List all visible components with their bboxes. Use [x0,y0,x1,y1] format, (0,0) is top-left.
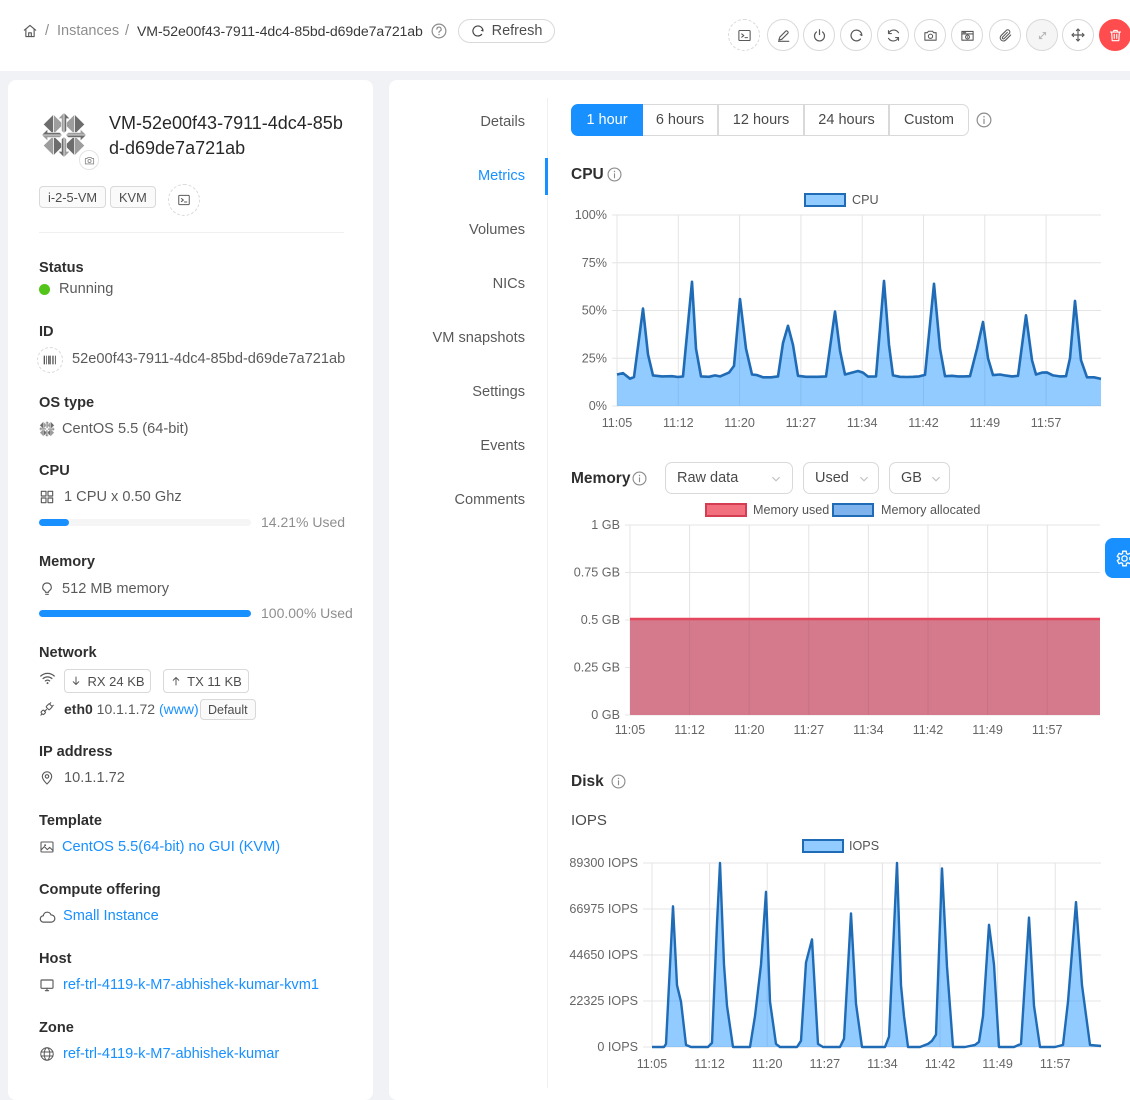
svg-text:11:57: 11:57 [1040,1057,1071,1071]
svg-text:11:12: 11:12 [674,723,705,737]
svg-text:66975 IOPS: 66975 IOPS [569,902,638,916]
svg-text:11:27: 11:27 [794,723,825,737]
svg-text:11:05: 11:05 [637,1057,668,1071]
svg-text:11:42: 11:42 [908,416,939,430]
svg-text:50%: 50% [582,304,607,318]
svg-text:11:34: 11:34 [867,1057,898,1071]
svg-text:0 GB: 0 GB [591,708,620,722]
svg-text:0.25 GB: 0.25 GB [574,661,620,675]
svg-text:11:34: 11:34 [847,416,878,430]
svg-text:11:57: 11:57 [1031,416,1062,430]
svg-text:0%: 0% [589,399,607,413]
svg-text:1 GB: 1 GB [591,518,620,532]
svg-text:11:20: 11:20 [752,1057,783,1071]
svg-text:11:42: 11:42 [925,1057,956,1071]
svg-text:11:27: 11:27 [786,416,817,430]
svg-text:11:49: 11:49 [982,1057,1013,1071]
svg-text:25%: 25% [582,351,607,365]
svg-text:0.5 GB: 0.5 GB [581,613,620,627]
svg-text:11:49: 11:49 [970,416,1001,430]
svg-text:11:20: 11:20 [724,416,755,430]
svg-text:11:12: 11:12 [663,416,694,430]
svg-text:11:27: 11:27 [810,1057,841,1071]
svg-text:89300 IOPS: 89300 IOPS [569,856,638,870]
svg-text:44650 IOPS: 44650 IOPS [569,948,638,962]
svg-text:100%: 100% [575,208,607,222]
svg-text:75%: 75% [582,256,607,270]
svg-text:11:34: 11:34 [853,723,884,737]
svg-text:11:05: 11:05 [615,723,646,737]
svg-text:11:42: 11:42 [913,723,944,737]
svg-text:11:05: 11:05 [602,416,633,430]
svg-text:11:57: 11:57 [1032,723,1063,737]
svg-text:11:20: 11:20 [734,723,765,737]
svg-text:11:12: 11:12 [694,1057,725,1071]
svg-text:0 IOPS: 0 IOPS [597,1040,638,1054]
svg-text:0.75 GB: 0.75 GB [574,566,620,580]
svg-text:11:49: 11:49 [972,723,1003,737]
svg-text:22325 IOPS: 22325 IOPS [569,994,638,1008]
